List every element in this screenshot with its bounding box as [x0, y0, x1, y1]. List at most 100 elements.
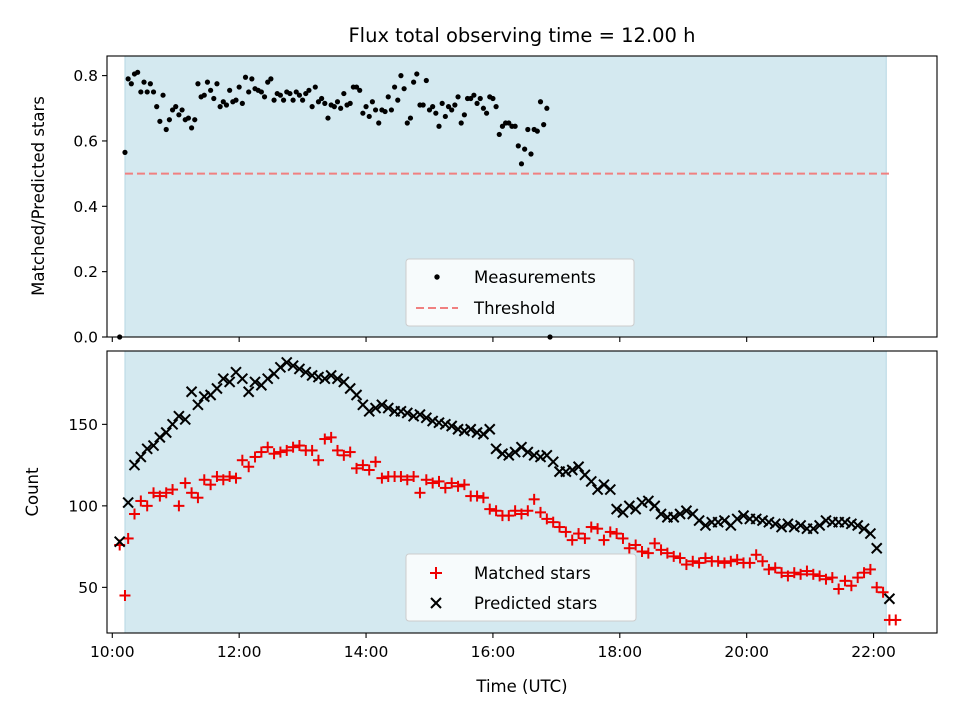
predicted-star-marker	[585, 475, 597, 488]
matched-star-marker	[890, 614, 902, 626]
measurement-point	[376, 120, 382, 126]
measurement-point	[423, 77, 429, 84]
measurement-point	[534, 128, 540, 134]
predicted-star-marker	[503, 449, 515, 462]
predicted-star-marker	[572, 461, 585, 473]
measurement-point	[122, 149, 128, 155]
measurement-point	[261, 94, 268, 100]
matched-star-marker	[458, 479, 470, 491]
matched-star-marker	[877, 586, 889, 598]
legend-measurements-marker	[434, 274, 440, 280]
measurement-point	[163, 126, 169, 133]
x-tick-label: 16:00	[471, 643, 516, 661]
x-tick-label: 12:00	[217, 643, 262, 661]
predicted-star-marker	[122, 496, 134, 509]
measurement-point	[296, 92, 303, 98]
matched-star-marker	[128, 508, 140, 520]
predicted-star-marker	[484, 423, 496, 435]
bottom-y-axis-label: Count	[23, 467, 42, 517]
matched-star-marker	[636, 545, 648, 557]
matched-star-marker	[122, 532, 134, 544]
measurement-point	[322, 100, 328, 106]
measurement-point	[518, 161, 525, 167]
predicted-star-marker	[281, 356, 293, 369]
predicted-star-marker	[648, 500, 661, 512]
predicted-star-marker	[674, 508, 686, 520]
matched-star-marker	[623, 542, 635, 554]
legend-matched-marker	[430, 567, 442, 579]
bottom-y-ticks: 50 100 150	[68, 416, 107, 597]
matched-star-marker	[192, 492, 204, 504]
matched-star-marker	[312, 454, 324, 466]
matched-star-marker	[852, 572, 864, 584]
measurement-point	[477, 95, 483, 102]
predicted-star-marker	[522, 446, 534, 458]
predicted-star-marker	[699, 519, 712, 532]
measurement-point	[217, 104, 223, 110]
matched-star-marker	[427, 477, 439, 489]
matched-star-marker	[807, 568, 819, 580]
predicted-star-marker	[610, 503, 623, 515]
matched-star-marker	[503, 510, 515, 522]
measurement-point	[452, 102, 458, 108]
bottom-x-ticks: 10:00 12:00 14:00 16:00 18:00 20:00 22:00	[90, 633, 896, 661]
measurement-point	[208, 87, 214, 93]
bottom-axes: 50 100 150 10:00 12:00 14:00 16:00 18:00 20:00 2…	[23, 350, 938, 696]
matched-star-marker	[757, 555, 769, 567]
top-measurements-layer	[117, 69, 553, 340]
measurement-point	[144, 89, 150, 95]
predicted-star-marker	[414, 408, 426, 421]
y-tick-label: 0.8	[73, 67, 98, 85]
predicted-star-marker	[807, 522, 820, 535]
predicted-star-marker	[160, 426, 172, 439]
matched-star-marker	[243, 461, 255, 473]
predicted-star-marker	[655, 508, 667, 520]
matched-star-marker	[119, 590, 131, 602]
top-axes: 0.0 0.2 0.4 0.6 0.8 Flux total observing tim…	[29, 24, 938, 347]
matched-star-marker	[135, 495, 147, 507]
bottom-points-layer	[113, 356, 902, 626]
matched-star-marker	[566, 534, 578, 546]
measurement-point	[277, 92, 284, 98]
matched-star-marker	[604, 526, 616, 538]
predicted-star-marker	[509, 446, 521, 458]
matched-star-marker	[484, 503, 496, 515]
matched-star-marker	[338, 449, 350, 461]
measurement-point	[433, 110, 439, 116]
predicted-star-marker	[242, 386, 255, 398]
predicted-star-marker	[223, 376, 236, 388]
matched-star-marker	[642, 547, 654, 559]
legend-matched-label: Matched stars	[474, 564, 591, 583]
predicted-star-marker	[591, 483, 604, 496]
matched-star-marker	[141, 500, 153, 512]
measurement-point	[401, 86, 407, 92]
measurement-point	[239, 100, 245, 106]
measurement-point	[319, 95, 325, 102]
predicted-star-marker	[883, 593, 896, 605]
predicted-star-marker	[300, 366, 312, 378]
matched-star-marker	[699, 552, 711, 564]
matched-star-marker	[782, 570, 794, 582]
measurement-point	[430, 104, 436, 110]
matched-star-marker	[230, 472, 242, 484]
measurement-point	[223, 102, 230, 108]
matched-star-marker	[236, 454, 248, 466]
measurement-point	[268, 76, 274, 82]
predicted-star-marker	[401, 407, 413, 419]
matched-star-marker	[585, 521, 597, 533]
matched-star-marker	[357, 459, 369, 471]
measurement-point	[125, 76, 131, 82]
top-legend: Measurements Threshold	[405, 258, 635, 327]
matched-star-marker	[693, 557, 705, 569]
matched-star-marker	[528, 493, 540, 505]
bottom-legend: Matched stars Predicted stars	[405, 553, 637, 622]
matched-star-marker	[287, 441, 299, 453]
predicted-star-marker	[680, 505, 693, 517]
measurement-point	[404, 120, 410, 126]
measurement-point	[455, 94, 461, 100]
measurement-point	[458, 120, 464, 126]
matched-star-marker	[592, 523, 604, 535]
bottom-legend-box	[405, 553, 637, 622]
predicted-star-marker	[477, 428, 490, 440]
predicted-star-marker	[211, 382, 223, 395]
